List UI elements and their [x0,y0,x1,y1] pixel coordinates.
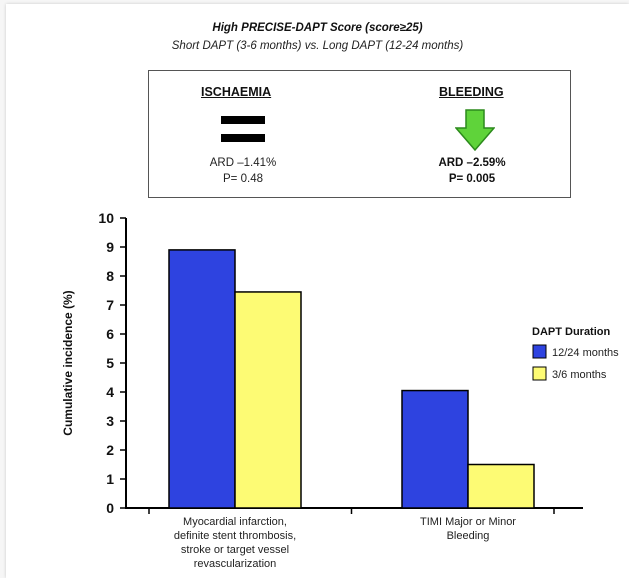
green-down-arrow-icon [455,109,495,151]
y-tick-label: 0 [106,500,114,516]
legend-swatch [532,366,547,381]
y-tick-label: 10 [98,210,114,226]
y-tick-label: 7 [106,297,114,313]
legend-label: 12/24 months [552,347,619,359]
figure-card: High PRECISE-DAPT Score (score≥25) Short… [6,4,629,578]
legend-label: 3/6 months [552,369,607,381]
summary-box: ISCHAEMIA ARD –1.41% P= 0.48 BLEEDING AR… [148,70,571,198]
equals-icon [221,116,265,142]
bleeding-p-value: P= 0.005 [448,173,496,185]
category-label: TIMI Major or Minor [420,516,516,528]
y-tick-label: 3 [106,413,114,429]
bar-short-dapt [234,291,302,509]
bar-long-dapt [168,249,236,509]
category-label: definite stent thrombosis, [174,530,296,542]
ischaemia-heading: ISCHAEMIA [201,85,272,99]
legend-title: DAPT Duration [532,326,611,338]
category-label: revascularization [194,558,277,570]
y-tick-label: 5 [106,355,114,371]
legend-swatch [532,344,547,359]
y-tick-label: 1 [106,471,114,487]
bar-long-dapt [401,389,469,509]
y-tick-label: 4 [106,384,114,400]
ischaemia-p-value: P= 0.48 [223,173,263,185]
bleeding-heading: BLEEDING [439,85,504,99]
ischaemia-ard: ARD –1.41% [209,157,277,169]
y-axis-label: Cumulative incidence (%) [61,290,75,435]
y-tick-label: 2 [106,442,114,458]
figure-title: High PRECISE-DAPT Score (score≥25) [212,22,423,34]
y-tick-label: 8 [106,268,114,284]
bar-short-dapt [467,463,535,509]
category-label: Bleeding [447,530,490,542]
category-label: stroke or target vessel [181,544,289,556]
bleeding-ard: ARD –2.59% [438,157,506,169]
y-tick-label: 6 [106,326,114,342]
y-tick-label: 9 [106,239,114,255]
figure-subtitle: Short DAPT (3-6 months) vs. Long DAPT (1… [171,40,464,52]
category-label: Myocardial infarction, [183,516,287,528]
